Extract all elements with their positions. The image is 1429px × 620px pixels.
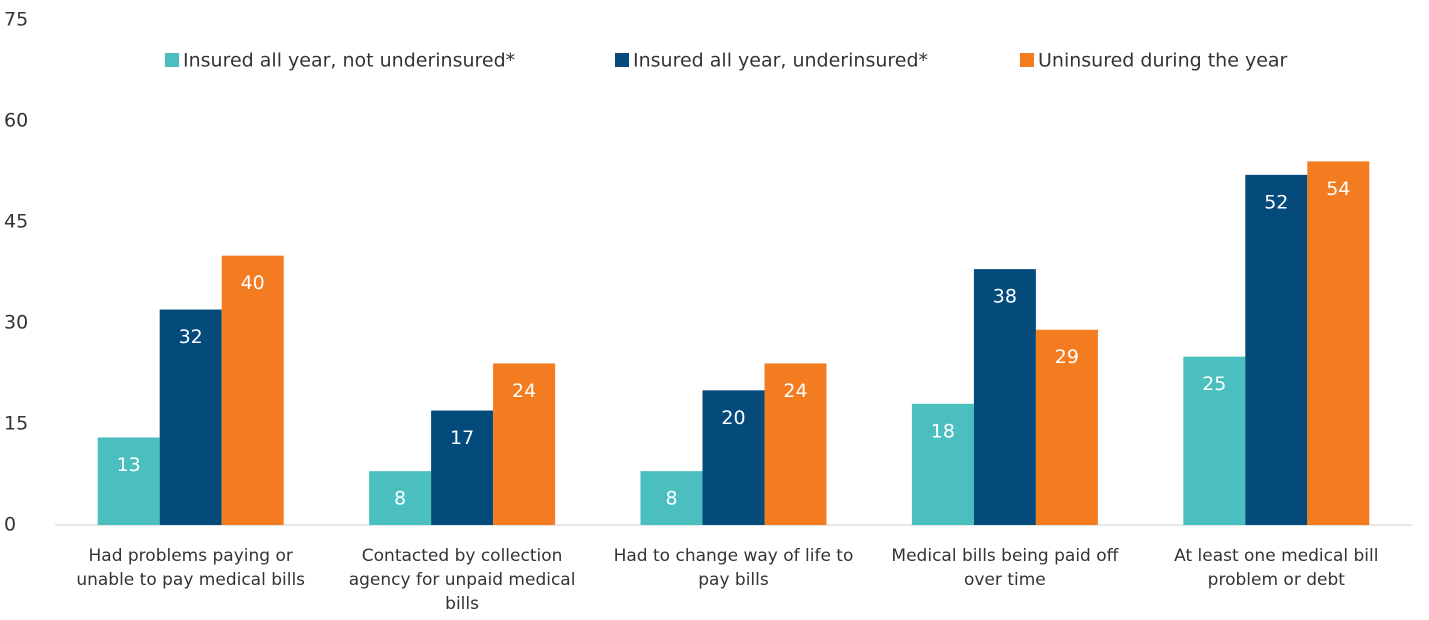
bar: [764, 363, 827, 525]
x-tick-label: Had problems paying or unable to pay med…: [76, 546, 306, 590]
x-tick-label: Medical bills being paid off over time: [891, 546, 1119, 590]
bar: [973, 269, 1036, 525]
legend-label: Uninsured during the year: [1038, 50, 1288, 72]
bar: [1035, 329, 1098, 525]
legend-swatch: [1020, 53, 1034, 67]
value-label: 24: [783, 380, 807, 402]
value-label: 29: [1055, 346, 1079, 368]
value-label: 8: [394, 488, 406, 510]
y-tick-label: 75: [4, 9, 28, 31]
bar: [1183, 356, 1246, 525]
value-label: 17: [450, 427, 474, 449]
bar: [97, 437, 160, 525]
y-tick-label: 0: [4, 514, 16, 536]
bar: [221, 255, 284, 525]
x-tick-label: At least one medical bill problem or deb…: [1174, 546, 1379, 590]
bar: [640, 471, 703, 525]
value-label: 20: [721, 407, 745, 429]
x-tick-label: Contacted by collection agency for unpai…: [348, 546, 576, 614]
value-label: 38: [993, 286, 1017, 308]
value-label: 18: [931, 420, 955, 442]
legend-swatch: [615, 53, 629, 67]
value-label: 54: [1326, 178, 1350, 200]
bar: [702, 390, 765, 525]
y-tick-label: 30: [4, 312, 28, 334]
bar: [911, 403, 974, 525]
legend-label: Insured all year, underinsured*: [633, 50, 928, 72]
value-label: 52: [1264, 191, 1288, 213]
bar: [1245, 174, 1308, 525]
bar: [369, 471, 432, 525]
value-label: 25: [1202, 373, 1226, 395]
bar: [431, 410, 494, 525]
y-tick-label: 45: [4, 211, 28, 233]
value-label: 40: [241, 272, 265, 294]
y-tick-label: 15: [4, 413, 28, 435]
x-tick-label: Had to change way of life to pay bills: [613, 546, 854, 590]
legend-label: Insured all year, not underinsured*: [183, 50, 515, 72]
value-label: 32: [179, 326, 203, 348]
bar: [1307, 161, 1370, 525]
y-tick-label: 60: [4, 110, 28, 132]
bar: [159, 309, 222, 525]
legend-swatch: [165, 53, 179, 67]
value-label: 8: [665, 488, 677, 510]
value-label: 13: [117, 454, 141, 476]
bar: [493, 363, 556, 525]
value-label: 24: [512, 380, 536, 402]
